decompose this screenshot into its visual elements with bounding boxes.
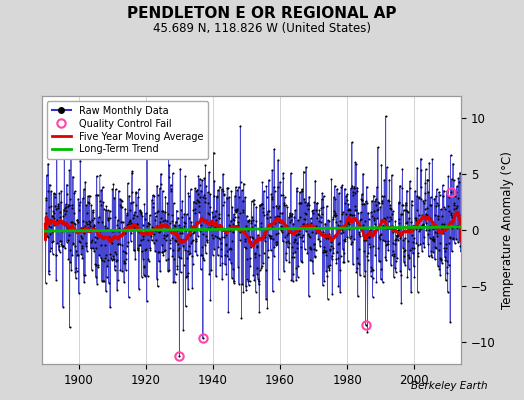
Text: 45.689 N, 118.826 W (United States): 45.689 N, 118.826 W (United States)	[153, 22, 371, 35]
Text: Berkeley Earth: Berkeley Earth	[411, 381, 487, 391]
Text: PENDLETON E OR REGIONAL AP: PENDLETON E OR REGIONAL AP	[127, 6, 397, 21]
Legend: Raw Monthly Data, Quality Control Fail, Five Year Moving Average, Long-Term Tren: Raw Monthly Data, Quality Control Fail, …	[47, 101, 208, 159]
Y-axis label: Temperature Anomaly (°C): Temperature Anomaly (°C)	[501, 151, 514, 309]
